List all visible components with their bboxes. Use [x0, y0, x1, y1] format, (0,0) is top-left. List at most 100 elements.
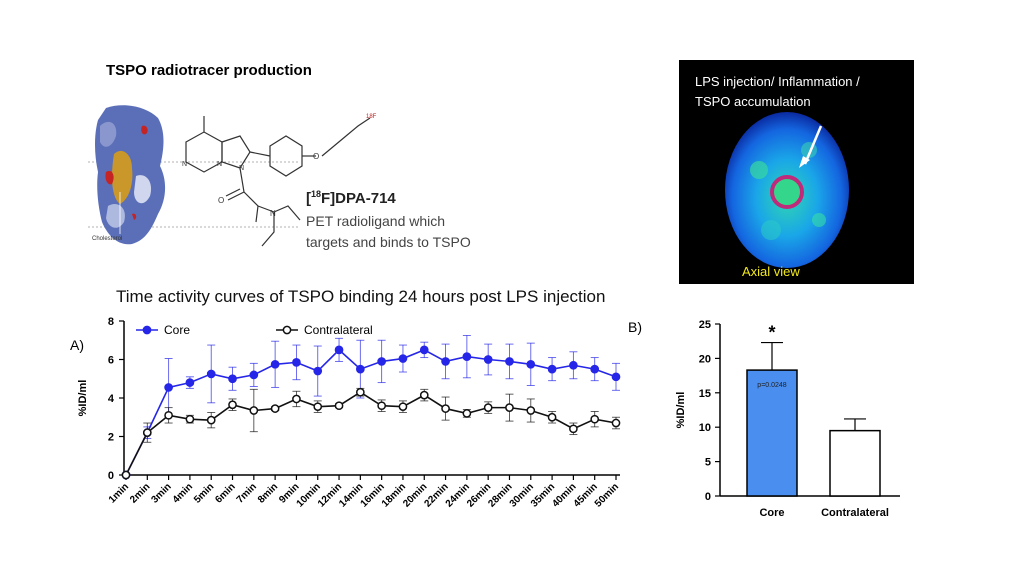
data-point-contralateral	[249, 406, 259, 415]
roi-circle	[770, 175, 804, 209]
binding-bar-chart: 0 5 10 15 20 25 %ID/ml Core Contralateral * p=0.02…	[675, 319, 900, 519]
fluorine-18-label: 18F	[366, 114, 377, 120]
ligand-name: [18F]DPA-714	[306, 189, 396, 207]
data-point-core	[547, 364, 557, 374]
bar-core	[746, 369, 798, 497]
arrow-icon	[799, 156, 810, 168]
data-point-core	[569, 360, 578, 370]
significance-marker: *	[768, 323, 775, 343]
data-point-core	[249, 370, 259, 380]
y-tick-label: 10	[699, 422, 711, 434]
pet-scan-image	[725, 112, 849, 268]
legend-label: Contralateral	[304, 323, 373, 337]
data-point-core	[526, 359, 536, 369]
data-point-contralateral	[526, 406, 536, 415]
y-tick-label: 0	[108, 470, 114, 482]
data-point-contralateral	[334, 401, 344, 411]
data-point-contralateral	[419, 390, 429, 400]
x-tick-label: 6min	[213, 481, 237, 505]
svg-text:O: O	[313, 152, 319, 161]
ligand-bracket: [	[306, 190, 311, 207]
tspo-protein-graphic: Cholesterol	[92, 105, 166, 245]
data-point-core	[462, 352, 472, 361]
y-tick-label: 0	[705, 491, 711, 503]
data-point-contralateral	[547, 412, 557, 422]
ligand-isotope-superscript: 18	[311, 189, 322, 199]
data-point-contralateral	[569, 424, 578, 434]
data-point-core	[185, 378, 195, 387]
axial-view-label: Axial view	[742, 264, 800, 279]
x-category-label: Core	[759, 507, 784, 519]
data-point-contralateral	[164, 410, 173, 420]
panel-a-label: A)	[70, 337, 84, 353]
y-tick-label: 2	[108, 432, 114, 444]
x-category-label: Contralateral	[821, 507, 889, 519]
y-tick-label: 4	[108, 393, 115, 405]
data-point-contralateral	[228, 400, 237, 410]
series-line-contralateral	[125, 391, 617, 476]
time-activity-line-chart: 0 2 4 6 8 %ID/ml 1min2min3min4min5min6min7min8…	[77, 316, 621, 510]
y-tick-label: 6	[108, 355, 114, 367]
legend-marker	[282, 325, 292, 335]
legend-marker	[142, 325, 152, 335]
data-point-core	[313, 366, 323, 376]
data-point-contralateral	[355, 387, 365, 397]
cholesterol-label: Cholesterol	[92, 236, 122, 242]
y-tick-label: 25	[699, 319, 711, 331]
x-tick-label: 8min	[256, 481, 280, 505]
data-point-core	[270, 359, 280, 369]
data-point-contralateral	[313, 402, 323, 412]
ligand-description-line-2: targets and binds to TSPO	[306, 234, 471, 250]
series-line-core	[125, 348, 617, 476]
data-point-contralateral	[462, 409, 472, 418]
panel-b-label: B)	[628, 319, 642, 335]
data-point-contralateral	[505, 403, 514, 412]
x-tick-label: 5min	[192, 481, 216, 505]
y-tick-label: 20	[699, 353, 711, 365]
svg-text:N: N	[217, 161, 222, 168]
pet-annotation-line-2: TSPO accumulation	[695, 94, 811, 109]
y-tick-label: 15	[699, 388, 711, 400]
data-point-contralateral	[441, 404, 450, 413]
y-axis-label: %ID/ml	[675, 392, 687, 429]
y-axis-label: %ID/ml	[77, 380, 89, 417]
x-tick-label: 2min	[128, 481, 152, 505]
data-point-core	[419, 345, 429, 355]
data-point-contralateral	[590, 414, 600, 424]
x-tick-label: 50min	[593, 481, 621, 509]
y-tick-label: 8	[108, 316, 114, 328]
x-tick-label: 4min	[171, 481, 195, 505]
data-point-contralateral	[121, 470, 131, 480]
data-point-contralateral	[483, 403, 493, 412]
production-title: TSPO radiotracer production	[106, 62, 312, 79]
data-point-contralateral	[611, 418, 621, 428]
data-point-core	[228, 374, 237, 384]
pet-annotation-line-1: LPS injection/ Inflammation /	[695, 74, 860, 89]
data-point-contralateral	[142, 428, 152, 438]
svg-text:N: N	[270, 209, 276, 218]
pet-axial-image-panel: LPS injection/ Inflammation / TSPO accum…	[679, 60, 914, 284]
radiotracer-structure-illustration: Cholesterol O O N N N N 18F	[88, 105, 377, 247]
data-point-core	[590, 364, 600, 374]
svg-text:N: N	[182, 161, 187, 168]
bar-contralateral	[829, 429, 881, 497]
x-tick-label: 1min	[107, 481, 131, 505]
data-point-contralateral	[377, 401, 387, 411]
svg-text:N: N	[239, 165, 244, 172]
data-point-core	[505, 357, 514, 366]
ligand-name-text: F]DPA-714	[321, 190, 396, 207]
x-tick-label: 3min	[149, 481, 173, 505]
data-point-core	[483, 355, 493, 364]
legend-label: Core	[164, 323, 190, 337]
chart-title: Time activity curves of TSPO binding 24 …	[116, 287, 606, 306]
data-point-core	[398, 354, 408, 363]
data-point-core	[377, 357, 387, 366]
p-value-label: p=0.0248	[757, 382, 786, 389]
ligand-description-line-1: PET radioligand which	[306, 213, 446, 229]
data-point-core	[292, 358, 301, 367]
data-point-contralateral	[185, 414, 195, 424]
svg-text:O: O	[218, 196, 224, 205]
data-point-core	[334, 345, 344, 355]
data-point-contralateral	[206, 415, 216, 425]
data-point-core	[611, 372, 621, 382]
